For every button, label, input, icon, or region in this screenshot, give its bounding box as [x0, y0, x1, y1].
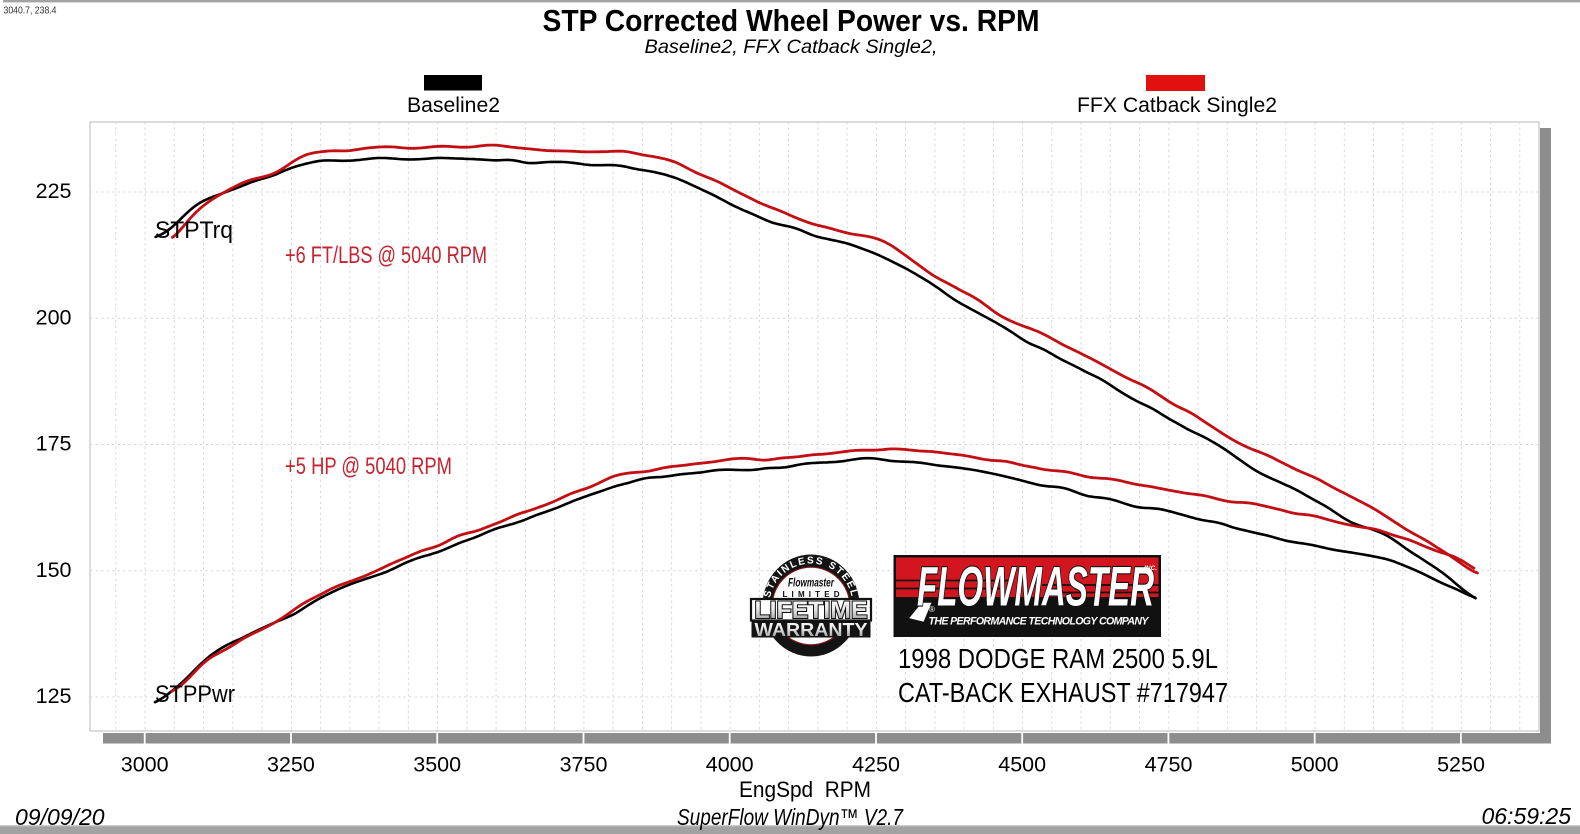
svg-text:3750: 3750: [560, 753, 608, 777]
svg-text:STP Corrected Wheel Power vs.: STP Corrected Wheel Power vs. RPM: [543, 3, 1040, 38]
svg-text:09/09/20: 09/09/20: [15, 804, 105, 830]
svg-text:1998 DODGE RAM 2500 5.9L: 1998 DODGE RAM 2500 5.9L: [898, 643, 1218, 674]
svg-text:Flowmaster: Flowmaster: [788, 578, 834, 590]
svg-text:EngSpd RPM: EngSpd RPM: [739, 777, 871, 802]
svg-text:FFX Catback Single2: FFX Catback Single2: [1077, 94, 1277, 117]
svg-text:STPTrq: STPTrq: [155, 217, 233, 244]
svg-text:225: 225: [36, 179, 72, 203]
svg-text:175: 175: [36, 432, 72, 456]
svg-text:STPPwr: STPPwr: [155, 681, 235, 708]
svg-text:INC.: INC.: [1144, 565, 1157, 572]
svg-text:FLOWMASTER: FLOWMASTER: [917, 555, 1154, 618]
svg-text:3040.7, 238.4: 3040.7, 238.4: [4, 6, 57, 17]
svg-text:SuperFlow WinDyn™ V2.7: SuperFlow WinDyn™ V2.7: [677, 804, 904, 830]
svg-text:LIFETIME: LIFETIME: [755, 597, 868, 624]
svg-text:WARRANTY: WARRANTY: [755, 619, 869, 640]
svg-text:4250: 4250: [852, 753, 900, 777]
svg-text:3000: 3000: [121, 753, 169, 777]
svg-text:150: 150: [36, 558, 72, 582]
svg-text:+6 FT/LBS @ 5040 RPM: +6 FT/LBS @ 5040 RPM: [285, 242, 487, 269]
svg-text:Baseline2, FFX Catback Single2: Baseline2, FFX Catback Single2,: [645, 37, 938, 58]
svg-text:3500: 3500: [413, 753, 461, 777]
svg-text:®: ®: [929, 605, 935, 614]
svg-text:125: 125: [36, 684, 72, 708]
svg-text:06:59:25: 06:59:25: [1481, 803, 1571, 829]
svg-text:4000: 4000: [706, 753, 754, 777]
svg-text:3250: 3250: [267, 753, 315, 777]
svg-text:4500: 4500: [998, 753, 1046, 777]
svg-text:THE PERFORMANCE TECHNOLOGY COM: THE PERFORMANCE TECHNOLOGY COMPANY: [929, 616, 1150, 628]
svg-text:5000: 5000: [1291, 753, 1339, 777]
svg-text:+5 HP @ 5040 RPM: +5 HP @ 5040 RPM: [285, 453, 452, 480]
svg-text:200: 200: [36, 305, 72, 329]
svg-text:CAT-BACK EXHAUST #717947: CAT-BACK EXHAUST #717947: [898, 677, 1228, 708]
svg-text:4750: 4750: [1145, 753, 1193, 777]
svg-text:Baseline2: Baseline2: [407, 94, 500, 117]
svg-text:5250: 5250: [1437, 753, 1485, 777]
